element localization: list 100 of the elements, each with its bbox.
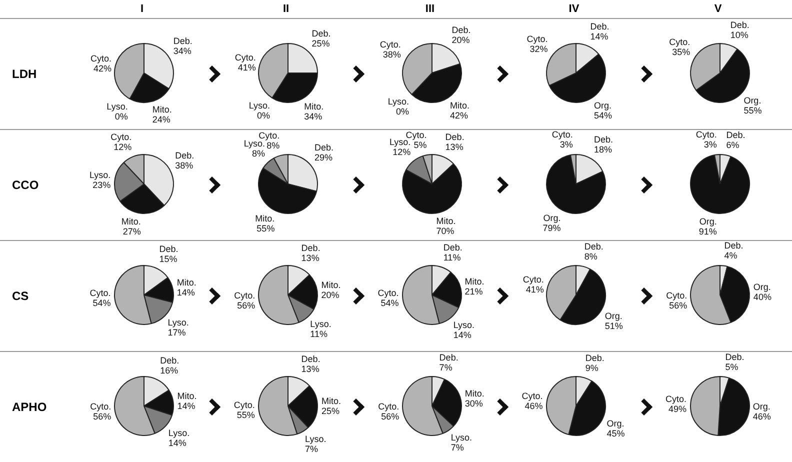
slice-label: Mito. bbox=[450, 100, 470, 110]
text: CS bbox=[11, 288, 30, 304]
data-label: 42% bbox=[94, 64, 112, 74]
data-label: 38% bbox=[382, 50, 401, 60]
data-label: 20% bbox=[452, 34, 470, 45]
slice-label: Deb. bbox=[159, 244, 178, 254]
data-label: 41% bbox=[526, 284, 544, 295]
slice-label: Deb. bbox=[730, 20, 750, 30]
data-label: 55% bbox=[236, 410, 255, 420]
data-label: 12% bbox=[392, 147, 411, 158]
slice-label: Cyto. bbox=[90, 401, 112, 412]
slice-label: Org. bbox=[752, 401, 770, 412]
slice-label: Mito. bbox=[121, 216, 141, 226]
slice-label: Deb. bbox=[590, 22, 610, 32]
data-label: 55% bbox=[256, 224, 275, 234]
slice-label: Deb. bbox=[312, 28, 331, 38]
slice-label: Cyto. bbox=[522, 390, 543, 401]
data-label: 14% bbox=[453, 330, 472, 340]
data-label: 24% bbox=[152, 114, 170, 124]
data-label: 40% bbox=[753, 292, 772, 302]
slice-label: Org. bbox=[594, 100, 612, 110]
data-label: 15% bbox=[159, 254, 178, 264]
data-label: 42% bbox=[450, 110, 468, 120]
data-label: 34% bbox=[173, 46, 192, 56]
data-label: 13% bbox=[301, 364, 320, 374]
data-label: 23% bbox=[92, 180, 111, 190]
slice-label: Cyto. bbox=[522, 274, 544, 285]
slice-label: Deb. bbox=[439, 352, 458, 362]
slice-label: Cyto. bbox=[110, 132, 132, 142]
data-label: 41% bbox=[238, 62, 256, 73]
chart-title: IV bbox=[568, 2, 580, 17]
slice-label: Deb. bbox=[160, 356, 180, 366]
data-label: 10% bbox=[730, 30, 748, 40]
data-label: 7% bbox=[439, 362, 452, 372]
category-label: Lyso. bbox=[248, 100, 270, 110]
data-label: 17% bbox=[168, 328, 186, 338]
data-label: 12% bbox=[114, 142, 132, 152]
slice-label: Deb. bbox=[314, 142, 334, 152]
data-label: 55% bbox=[744, 106, 762, 116]
data-label: 54% bbox=[380, 298, 399, 308]
slice-label: Org. bbox=[744, 96, 762, 106]
data-label: 14% bbox=[177, 400, 196, 411]
slice-label: Deb. bbox=[301, 354, 320, 364]
data-label: 8% bbox=[252, 148, 266, 159]
category-label: Lyso. bbox=[388, 96, 410, 106]
slice-label: Cyto. bbox=[90, 288, 111, 298]
data-label: 46% bbox=[524, 400, 543, 411]
data-label: 56% bbox=[237, 300, 256, 310]
data-label: 51% bbox=[604, 321, 623, 332]
slice-label: Cyto. bbox=[406, 130, 427, 140]
slice-label: Deb. bbox=[301, 243, 320, 254]
slice-label: Deb. bbox=[173, 36, 192, 46]
data-label: 20% bbox=[321, 290, 340, 300]
slice-label: Lyso. bbox=[168, 428, 190, 438]
slice-label: Cyto. bbox=[526, 34, 548, 44]
text: 0% bbox=[114, 111, 128, 122]
data-label: 4% bbox=[724, 250, 738, 261]
text: 0% bbox=[257, 110, 270, 120]
data-label: 45% bbox=[606, 428, 625, 438]
slice-label: Deb. bbox=[726, 130, 746, 140]
data-label: 7% bbox=[305, 444, 318, 454]
chart-title: I bbox=[139, 2, 145, 17]
data-label: 6% bbox=[726, 140, 740, 150]
data-label: 56% bbox=[381, 411, 400, 422]
slice-label: Cyto. bbox=[234, 52, 256, 63]
slice-label: Lyso. bbox=[305, 434, 326, 444]
data-label: 13% bbox=[301, 253, 320, 264]
data-label: 54% bbox=[92, 298, 111, 308]
slice-label: Cyto. bbox=[90, 54, 112, 64]
data-label: 49% bbox=[668, 404, 687, 414]
slice-label: Cyto. bbox=[258, 130, 280, 141]
slice-label: Cyto. bbox=[552, 130, 573, 140]
chart-title: V bbox=[713, 2, 723, 17]
data-label: 25% bbox=[321, 406, 340, 416]
slice-label: Mito. bbox=[304, 101, 324, 112]
slice-label: Mito. bbox=[176, 278, 196, 288]
slice-label: Cyto. bbox=[234, 290, 256, 300]
slice-label: Lyso. bbox=[389, 137, 411, 148]
data-label: 38% bbox=[175, 160, 194, 171]
data-label: 14% bbox=[168, 438, 186, 448]
data-label: 27% bbox=[122, 226, 141, 236]
slice-label: Deb. bbox=[725, 352, 744, 362]
data-label: 8% bbox=[584, 252, 598, 262]
data-label: 54% bbox=[594, 110, 612, 120]
data-label: 21% bbox=[464, 286, 483, 297]
slice-label: Lyso. bbox=[168, 318, 189, 328]
slice-label: Deb. bbox=[594, 134, 613, 145]
slice-label: Deb. bbox=[452, 24, 471, 35]
slice-label: Mito. bbox=[436, 216, 456, 226]
slice-label: Org. bbox=[699, 216, 717, 226]
data-label: 34% bbox=[304, 111, 322, 122]
chart-title: II bbox=[282, 2, 290, 17]
text: 0% bbox=[396, 106, 410, 116]
slice-label: Org. bbox=[543, 212, 561, 223]
slice-label: Lyso. bbox=[453, 320, 475, 330]
slice-label: Lyso. bbox=[89, 170, 111, 180]
data-label: 18% bbox=[594, 144, 612, 155]
slice-label: Org. bbox=[606, 418, 624, 428]
data-label: 11% bbox=[310, 329, 328, 340]
slice-label: Org. bbox=[753, 282, 771, 292]
